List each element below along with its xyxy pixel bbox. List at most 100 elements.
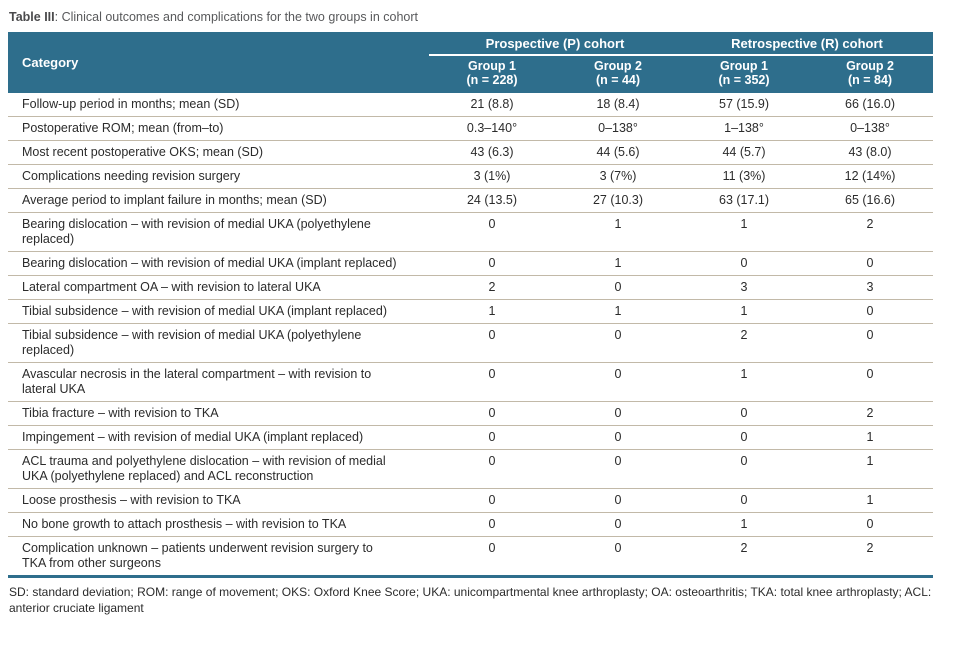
- value-cell: 1: [807, 425, 934, 450]
- table-row: Complications needing revision surgery 3…: [8, 164, 934, 189]
- table-row: Tibial subsidence – with revision of med…: [8, 299, 934, 324]
- value-cell: 1–138°: [681, 116, 808, 141]
- value-cell: 0: [429, 362, 555, 402]
- value-cell: 3 (7%): [555, 164, 682, 189]
- category-cell: Average period to implant failure in mon…: [8, 188, 429, 213]
- column-header-p-group-1: Group 1 (n = 228): [429, 55, 555, 93]
- value-cell: 12 (14%): [807, 164, 934, 189]
- table-row: Most recent postoperative OKS; mean (SD)…: [8, 140, 934, 165]
- column-header-category: Category: [8, 32, 429, 93]
- value-cell: 2: [807, 536, 934, 578]
- value-cell: 57 (15.9): [681, 93, 808, 117]
- column-header-p-group-2: Group 2 (n = 44): [555, 55, 682, 93]
- value-cell: 18 (8.4): [555, 93, 682, 117]
- value-cell: 3: [807, 275, 934, 300]
- value-cell: 0: [807, 512, 934, 537]
- table-caption: Table III: Clinical outcomes and complic…: [9, 9, 933, 25]
- clinical-outcomes-table: Category Prospective (P) cohort Retrospe…: [8, 32, 934, 578]
- group-n: (n = 84): [847, 73, 893, 87]
- table-row: ACL trauma and polyethylene dislocation …: [8, 449, 934, 489]
- value-cell: 0: [429, 401, 555, 426]
- value-cell: 0: [429, 488, 555, 513]
- value-cell: 27 (10.3): [555, 188, 682, 213]
- value-cell: 43 (6.3): [429, 140, 555, 165]
- value-cell: 0: [681, 449, 808, 489]
- table-caption-label: Table III: [9, 10, 55, 24]
- value-cell: 0: [555, 275, 682, 300]
- cohort-header-row: Category Prospective (P) cohort Retrospe…: [8, 32, 934, 93]
- value-cell: 0: [555, 488, 682, 513]
- group-header-row: Group 1 (n = 228) Group 2 (n = 44) Group 1…: [8, 55, 934, 93]
- value-cell: 0: [429, 323, 555, 363]
- value-cell: 0: [807, 299, 934, 324]
- value-cell: 0–138°: [807, 116, 934, 141]
- value-cell: 0: [555, 512, 682, 537]
- group-name: Group 2: [846, 59, 894, 73]
- value-cell: 65 (16.6): [807, 188, 934, 213]
- value-cell: 1: [681, 512, 808, 537]
- table-row: Lateral compartment OA – with revision t…: [8, 275, 934, 300]
- column-header-r-group-1: Group 1 (n = 352): [681, 55, 808, 93]
- category-cell: Avascular necrosis in the lateral compar…: [8, 362, 429, 402]
- category-cell: Tibial subsidence – with revision of med…: [8, 299, 429, 324]
- value-cell: 0: [555, 323, 682, 363]
- table-row: Tibia fracture – with revision to TKA 0 …: [8, 401, 934, 426]
- value-cell: 1: [681, 212, 808, 252]
- table-row: Bearing dislocation – with revision of m…: [8, 251, 934, 276]
- value-cell: 11 (3%): [681, 164, 808, 189]
- value-cell: 21 (8.8): [429, 93, 555, 117]
- table-row: Loose prosthesis – with revision to TKA …: [8, 488, 934, 513]
- group-name: Group 1: [468, 59, 516, 73]
- value-cell: 2: [429, 275, 555, 300]
- value-cell: 1: [681, 362, 808, 402]
- value-cell: 3: [681, 275, 808, 300]
- value-cell: 2: [807, 401, 934, 426]
- value-cell: 0: [429, 212, 555, 252]
- value-cell: 2: [807, 212, 934, 252]
- value-cell: 0: [555, 425, 682, 450]
- table-row: No bone growth to attach prosthesis – wi…: [8, 512, 934, 537]
- value-cell: 0: [555, 449, 682, 489]
- category-cell: Tibia fracture – with revision to TKA: [8, 401, 429, 426]
- value-cell: 0.3–140°: [429, 116, 555, 141]
- value-cell: 0: [429, 512, 555, 537]
- value-cell: 0: [681, 251, 808, 276]
- value-cell: 1: [681, 299, 808, 324]
- value-cell: 0: [555, 362, 682, 402]
- column-header-retrospective-cohort: Retrospective (R) cohort: [681, 32, 934, 56]
- group-name: Group 2: [594, 59, 642, 73]
- value-cell: 2: [681, 536, 808, 578]
- category-cell: Loose prosthesis – with revision to TKA: [8, 488, 429, 513]
- value-cell: 0: [681, 488, 808, 513]
- value-cell: 44 (5.7): [681, 140, 808, 165]
- value-cell: 24 (13.5): [429, 188, 555, 213]
- table-row: Complication unknown – patients underwen…: [8, 536, 934, 578]
- category-cell: Most recent postoperative OKS; mean (SD): [8, 140, 429, 165]
- footnote: SD: standard deviation; ROM: range of mo…: [9, 585, 932, 615]
- table-caption-text: : Clinical outcomes and complications fo…: [54, 10, 418, 24]
- value-cell: 2: [681, 323, 808, 363]
- value-cell: 66 (16.0): [807, 93, 934, 117]
- table-body: Follow-up period in months; mean (SD) 21…: [8, 93, 934, 578]
- value-cell: 0: [555, 536, 682, 578]
- group-name: Group 1: [720, 59, 768, 73]
- table-header: Category Prospective (P) cohort Retrospe…: [8, 32, 934, 93]
- value-cell: 1: [429, 299, 555, 324]
- value-cell: 1: [555, 212, 682, 252]
- table-row: Average period to implant failure in mon…: [8, 188, 934, 213]
- category-cell: ACL trauma and polyethylene dislocation …: [8, 449, 429, 489]
- table-row: Impingement – with revision of medial UK…: [8, 425, 934, 450]
- table-row: Postoperative ROM; mean (from–to) 0.3–14…: [8, 116, 934, 141]
- value-cell: 3 (1%): [429, 164, 555, 189]
- value-cell: 0: [807, 323, 934, 363]
- category-cell: Follow-up period in months; mean (SD): [8, 93, 429, 117]
- group-n: (n = 228): [466, 73, 518, 87]
- column-header-prospective-cohort: Prospective (P) cohort: [429, 32, 682, 56]
- table-row: Tibial subsidence – with revision of med…: [8, 323, 934, 363]
- value-cell: 1: [807, 449, 934, 489]
- value-cell: 0: [807, 362, 934, 402]
- category-cell: Bearing dislocation – with revision of m…: [8, 212, 429, 252]
- value-cell: 0–138°: [555, 116, 682, 141]
- category-cell: Complications needing revision surgery: [8, 164, 429, 189]
- value-cell: 0: [681, 401, 808, 426]
